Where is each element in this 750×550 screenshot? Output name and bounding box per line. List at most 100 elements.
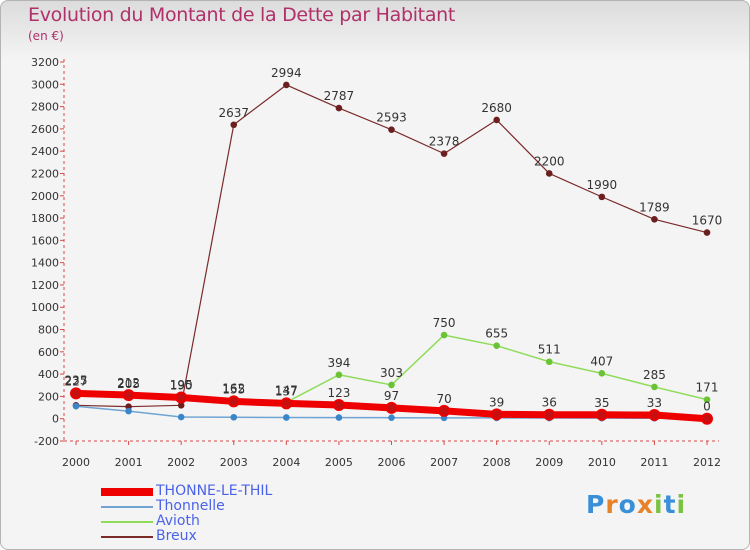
data-point	[280, 397, 293, 410]
data-label: 1789	[639, 200, 670, 214]
x-tick-label: 2008	[483, 456, 511, 469]
data-point	[335, 414, 343, 421]
y-tick-label: 3000	[31, 78, 59, 91]
data-point	[388, 381, 395, 389]
logo-letter: i	[654, 490, 664, 519]
data-point	[385, 401, 398, 414]
data-label: 171	[696, 381, 719, 395]
data-label: 205	[117, 377, 140, 391]
data-label: 2637	[218, 106, 249, 120]
y-tick-label: 2600	[31, 123, 59, 136]
data-label: 36	[542, 396, 557, 410]
data-point	[227, 395, 240, 408]
y-tick-label: 0	[52, 413, 59, 426]
x-tick-label: 2011	[640, 456, 668, 469]
data-label: 0	[703, 400, 711, 414]
y-tick-label: 2400	[31, 145, 59, 158]
data-label: 285	[643, 368, 666, 382]
data-point	[388, 126, 395, 133]
data-label: 2994	[271, 66, 302, 80]
y-tick-label: 200	[38, 390, 59, 403]
data-label: 2593	[376, 111, 407, 125]
x-tick-label: 2004	[272, 456, 300, 469]
data-point	[703, 396, 711, 403]
proxiti-logo: Proxiti	[586, 490, 686, 519]
data-label: 97	[384, 389, 399, 403]
data-point	[493, 342, 500, 349]
y-tick-label: 3200	[31, 56, 59, 69]
legend-swatch	[101, 506, 153, 508]
data-point	[598, 193, 606, 201]
data-point	[388, 414, 395, 422]
data-label: 39	[489, 395, 504, 409]
data-label: 2680	[481, 101, 512, 115]
data-point	[438, 404, 451, 417]
legend-swatch	[101, 536, 153, 538]
data-point	[440, 150, 448, 157]
data-point	[545, 170, 553, 177]
x-tick-label: 2009	[535, 456, 563, 469]
y-tick-label: 2800	[31, 101, 59, 114]
data-point	[651, 215, 658, 223]
x-tick-label: 2010	[588, 456, 616, 469]
y-tick-label: 1800	[31, 212, 59, 225]
logo-letter: x	[636, 490, 654, 519]
x-tick-label: 2012	[693, 456, 721, 469]
data-point	[125, 407, 132, 415]
legend-label: Breux	[156, 528, 197, 544]
data-label: 511	[538, 343, 561, 357]
y-tick-label: 2000	[31, 190, 59, 203]
data-label: 147	[275, 383, 298, 397]
data-label: 227	[65, 374, 88, 388]
data-label: 123	[327, 386, 350, 400]
data-label: 190	[170, 379, 193, 393]
legend-swatch	[101, 488, 153, 496]
data-point	[440, 331, 448, 339]
data-point	[493, 116, 500, 124]
y-tick-label: 800	[38, 324, 59, 337]
logo-letter: o	[618, 490, 637, 519]
data-point	[490, 408, 503, 421]
data-point	[177, 402, 185, 409]
legend-label: THONNE-LE-THIL	[156, 483, 273, 499]
logo-letter: t	[663, 490, 677, 519]
logo-letter: i	[676, 490, 687, 519]
data-point	[703, 229, 711, 236]
data-point	[595, 408, 608, 421]
data-label: 2200	[534, 154, 565, 168]
data-point	[283, 414, 290, 421]
data-label: 2378	[429, 135, 460, 149]
data-label: 137	[275, 384, 298, 398]
y-tick-label: 2200	[31, 167, 59, 180]
data-point	[543, 408, 556, 421]
y-tick-label: 400	[38, 368, 59, 381]
data-point	[648, 409, 661, 422]
data-point	[598, 370, 606, 377]
data-point	[70, 387, 82, 400]
data-label: 303	[380, 366, 403, 380]
data-label: 35	[594, 396, 609, 410]
data-label: 750	[433, 316, 456, 330]
data-label: 70	[436, 392, 451, 406]
data-point	[122, 389, 135, 402]
y-tick-label: 1600	[31, 234, 59, 247]
y-tick-label: 1200	[31, 279, 59, 292]
x-tick-label: 2000	[62, 456, 90, 469]
data-label: 655	[485, 327, 508, 341]
y-tick-label: 1400	[31, 257, 59, 270]
y-tick-label: 600	[38, 346, 59, 359]
data-label: 235	[65, 374, 88, 388]
data-label: 195	[170, 378, 193, 392]
data-label: 33	[647, 396, 662, 410]
data-point	[545, 358, 553, 366]
logo-letter: r	[605, 490, 619, 519]
data-point	[701, 412, 713, 425]
data-point	[230, 413, 238, 421]
x-tick-label: 2002	[167, 456, 195, 469]
legend-swatch	[101, 521, 153, 523]
data-point	[283, 81, 290, 89]
data-point	[651, 383, 658, 391]
legend-label: Thonnelle	[156, 498, 225, 514]
